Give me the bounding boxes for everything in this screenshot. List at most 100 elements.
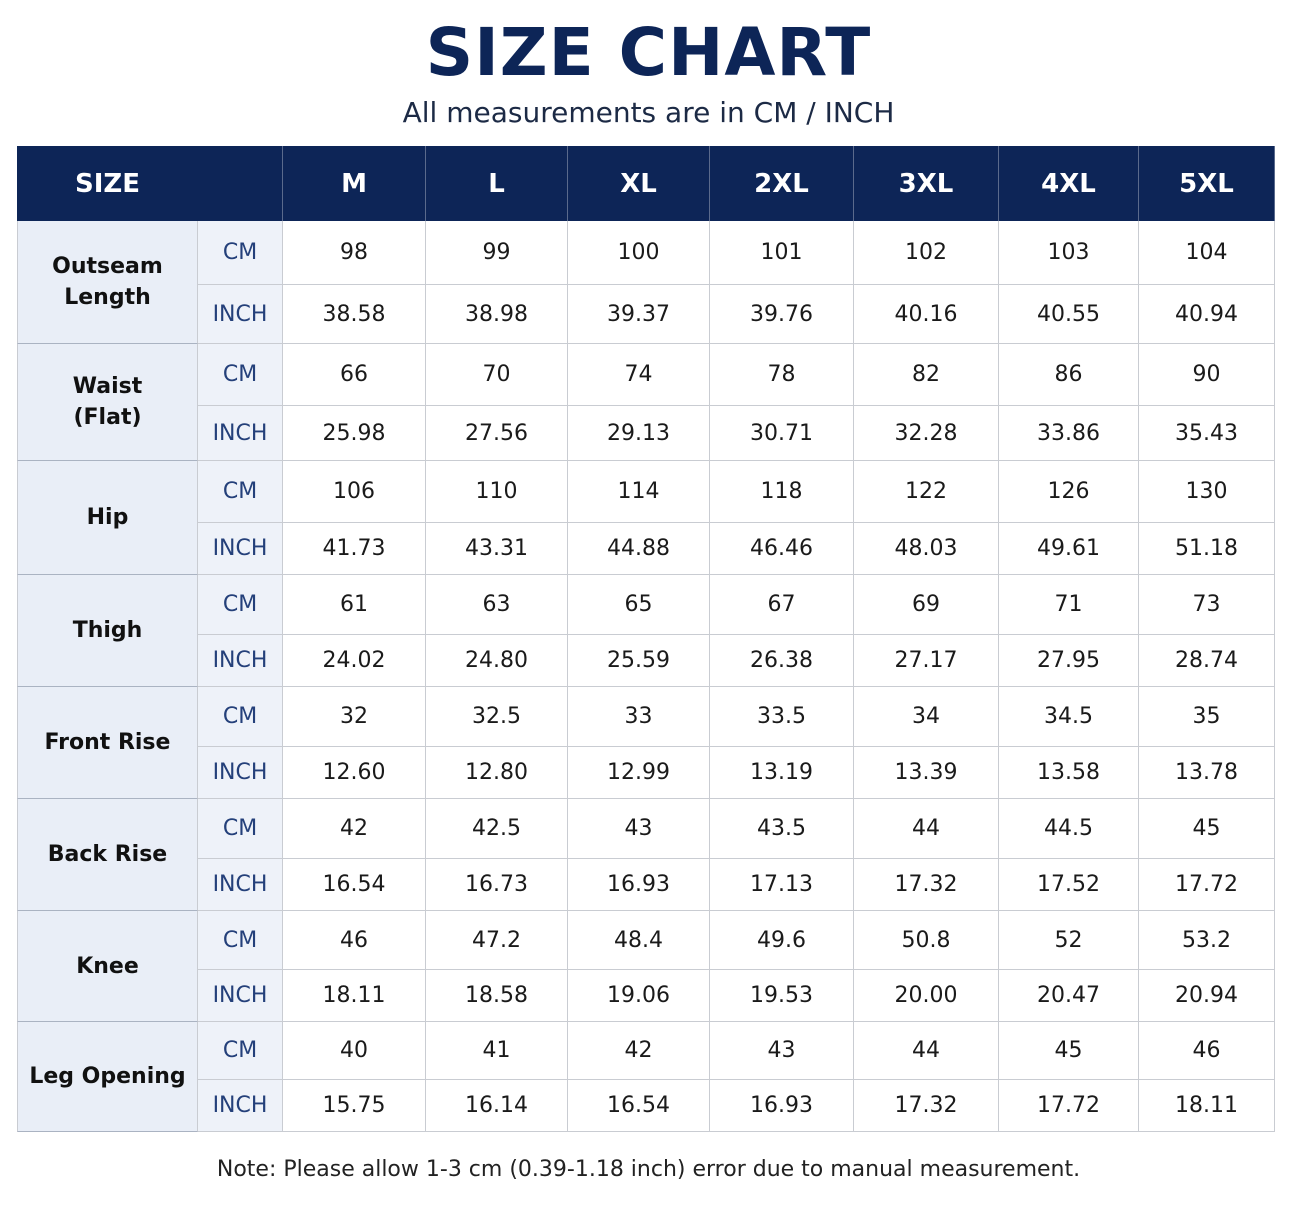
measure-value: 46 [283, 911, 426, 970]
measure-label: Hip [17, 461, 198, 575]
measure-value: 44 [854, 799, 999, 859]
measure-value: 44.88 [568, 523, 710, 575]
measure-value: 46 [1139, 1022, 1275, 1080]
unit-label: CM [198, 461, 283, 523]
measure-value: 29.13 [568, 406, 710, 461]
measure-value: 16.54 [568, 1080, 710, 1132]
size-header: XL [568, 146, 710, 221]
measure-value: 49.61 [999, 523, 1139, 575]
measure-value: 32.28 [854, 406, 999, 461]
measure-value: 43 [568, 799, 710, 859]
measure-value: 27.95 [999, 635, 1139, 687]
measure-value: 102 [854, 221, 999, 285]
unit-label: INCH [198, 406, 283, 461]
measure-value: 110 [426, 461, 568, 523]
measure-value: 42 [568, 1022, 710, 1080]
measure-value: 16.14 [426, 1080, 568, 1132]
measure-value: 27.17 [854, 635, 999, 687]
measure-value: 126 [999, 461, 1139, 523]
measure-value: 44.5 [999, 799, 1139, 859]
measure-value: 86 [999, 344, 1139, 406]
measure-value: 71 [999, 575, 1139, 635]
size-header: 5XL [1139, 146, 1275, 221]
size-header: 3XL [854, 146, 999, 221]
note: Note: Please allow 1-3 cm (0.39-1.18 inc… [216, 1157, 1081, 1182]
measure-value: 67 [710, 575, 854, 635]
measure-value: 12.80 [426, 747, 568, 799]
measure-value: 52 [999, 911, 1139, 970]
measure-value: 122 [854, 461, 999, 523]
unit-label: INCH [198, 1080, 283, 1132]
measure-value: 50.8 [854, 911, 999, 970]
corner-spacer [198, 146, 283, 221]
measure-value: 20.00 [854, 970, 999, 1022]
unit-label: CM [198, 575, 283, 635]
measure-value: 17.52 [999, 859, 1139, 911]
measure-value: 43.31 [426, 523, 568, 575]
measure-value: 41.73 [283, 523, 426, 575]
measure-value: 66 [283, 344, 426, 406]
measure-value: 19.06 [568, 970, 710, 1022]
measure-value: 38.98 [426, 285, 568, 344]
unit-label: CM [198, 687, 283, 747]
measure-value: 63 [426, 575, 568, 635]
measure-value: 35 [1139, 687, 1275, 747]
measure-value: 114 [568, 461, 710, 523]
measure-label: Waist (Flat) [17, 344, 198, 461]
title: SIZE CHART [425, 14, 872, 91]
measure-value: 51.18 [1139, 523, 1275, 575]
measure-value: 26.38 [710, 635, 854, 687]
measure-value: 25.98 [283, 406, 426, 461]
measure-value: 18.11 [283, 970, 426, 1022]
measure-label: Back Rise [17, 799, 198, 911]
measure-value: 20.47 [999, 970, 1139, 1022]
size-header: 4XL [999, 146, 1139, 221]
measure-value: 90 [1139, 344, 1275, 406]
measure-value: 42.5 [426, 799, 568, 859]
measure-value: 16.54 [283, 859, 426, 911]
measure-value: 16.93 [568, 859, 710, 911]
measure-value: 42 [283, 799, 426, 859]
measure-value: 17.32 [854, 1080, 999, 1132]
measure-value: 13.19 [710, 747, 854, 799]
measure-label: Front Rise [17, 687, 198, 799]
measure-value: 100 [568, 221, 710, 285]
measure-value: 118 [710, 461, 854, 523]
measure-value: 104 [1139, 221, 1275, 285]
measure-value: 34.5 [999, 687, 1139, 747]
measure-value: 46.46 [710, 523, 854, 575]
measure-value: 16.93 [710, 1080, 854, 1132]
unit-label: INCH [198, 859, 283, 911]
measure-value: 25.59 [568, 635, 710, 687]
unit-label: CM [198, 911, 283, 970]
measure-value: 12.60 [283, 747, 426, 799]
measure-value: 33.86 [999, 406, 1139, 461]
measure-value: 17.72 [1139, 859, 1275, 911]
measure-value: 20.94 [1139, 970, 1275, 1022]
measure-value: 61 [283, 575, 426, 635]
measure-value: 27.56 [426, 406, 568, 461]
measure-value: 40.94 [1139, 285, 1275, 344]
size-header: 2XL [710, 146, 854, 221]
unit-label: INCH [198, 285, 283, 344]
unit-label: CM [198, 221, 283, 285]
measure-value: 45 [1139, 799, 1275, 859]
measure-value: 12.99 [568, 747, 710, 799]
measure-value: 65 [568, 575, 710, 635]
measure-label: Leg Opening [17, 1022, 198, 1132]
measure-value: 82 [854, 344, 999, 406]
size-header: L [426, 146, 568, 221]
measure-value: 44 [854, 1022, 999, 1080]
measure-value: 17.32 [854, 859, 999, 911]
measure-value: 130 [1139, 461, 1275, 523]
measure-label: Thigh [17, 575, 198, 687]
measure-value: 78 [710, 344, 854, 406]
measure-value: 45 [999, 1022, 1139, 1080]
unit-label: CM [198, 1022, 283, 1080]
measure-value: 28.74 [1139, 635, 1275, 687]
measure-value: 48.4 [568, 911, 710, 970]
measure-label: Knee [17, 911, 198, 1022]
measure-value: 48.03 [854, 523, 999, 575]
measure-value: 33.5 [710, 687, 854, 747]
